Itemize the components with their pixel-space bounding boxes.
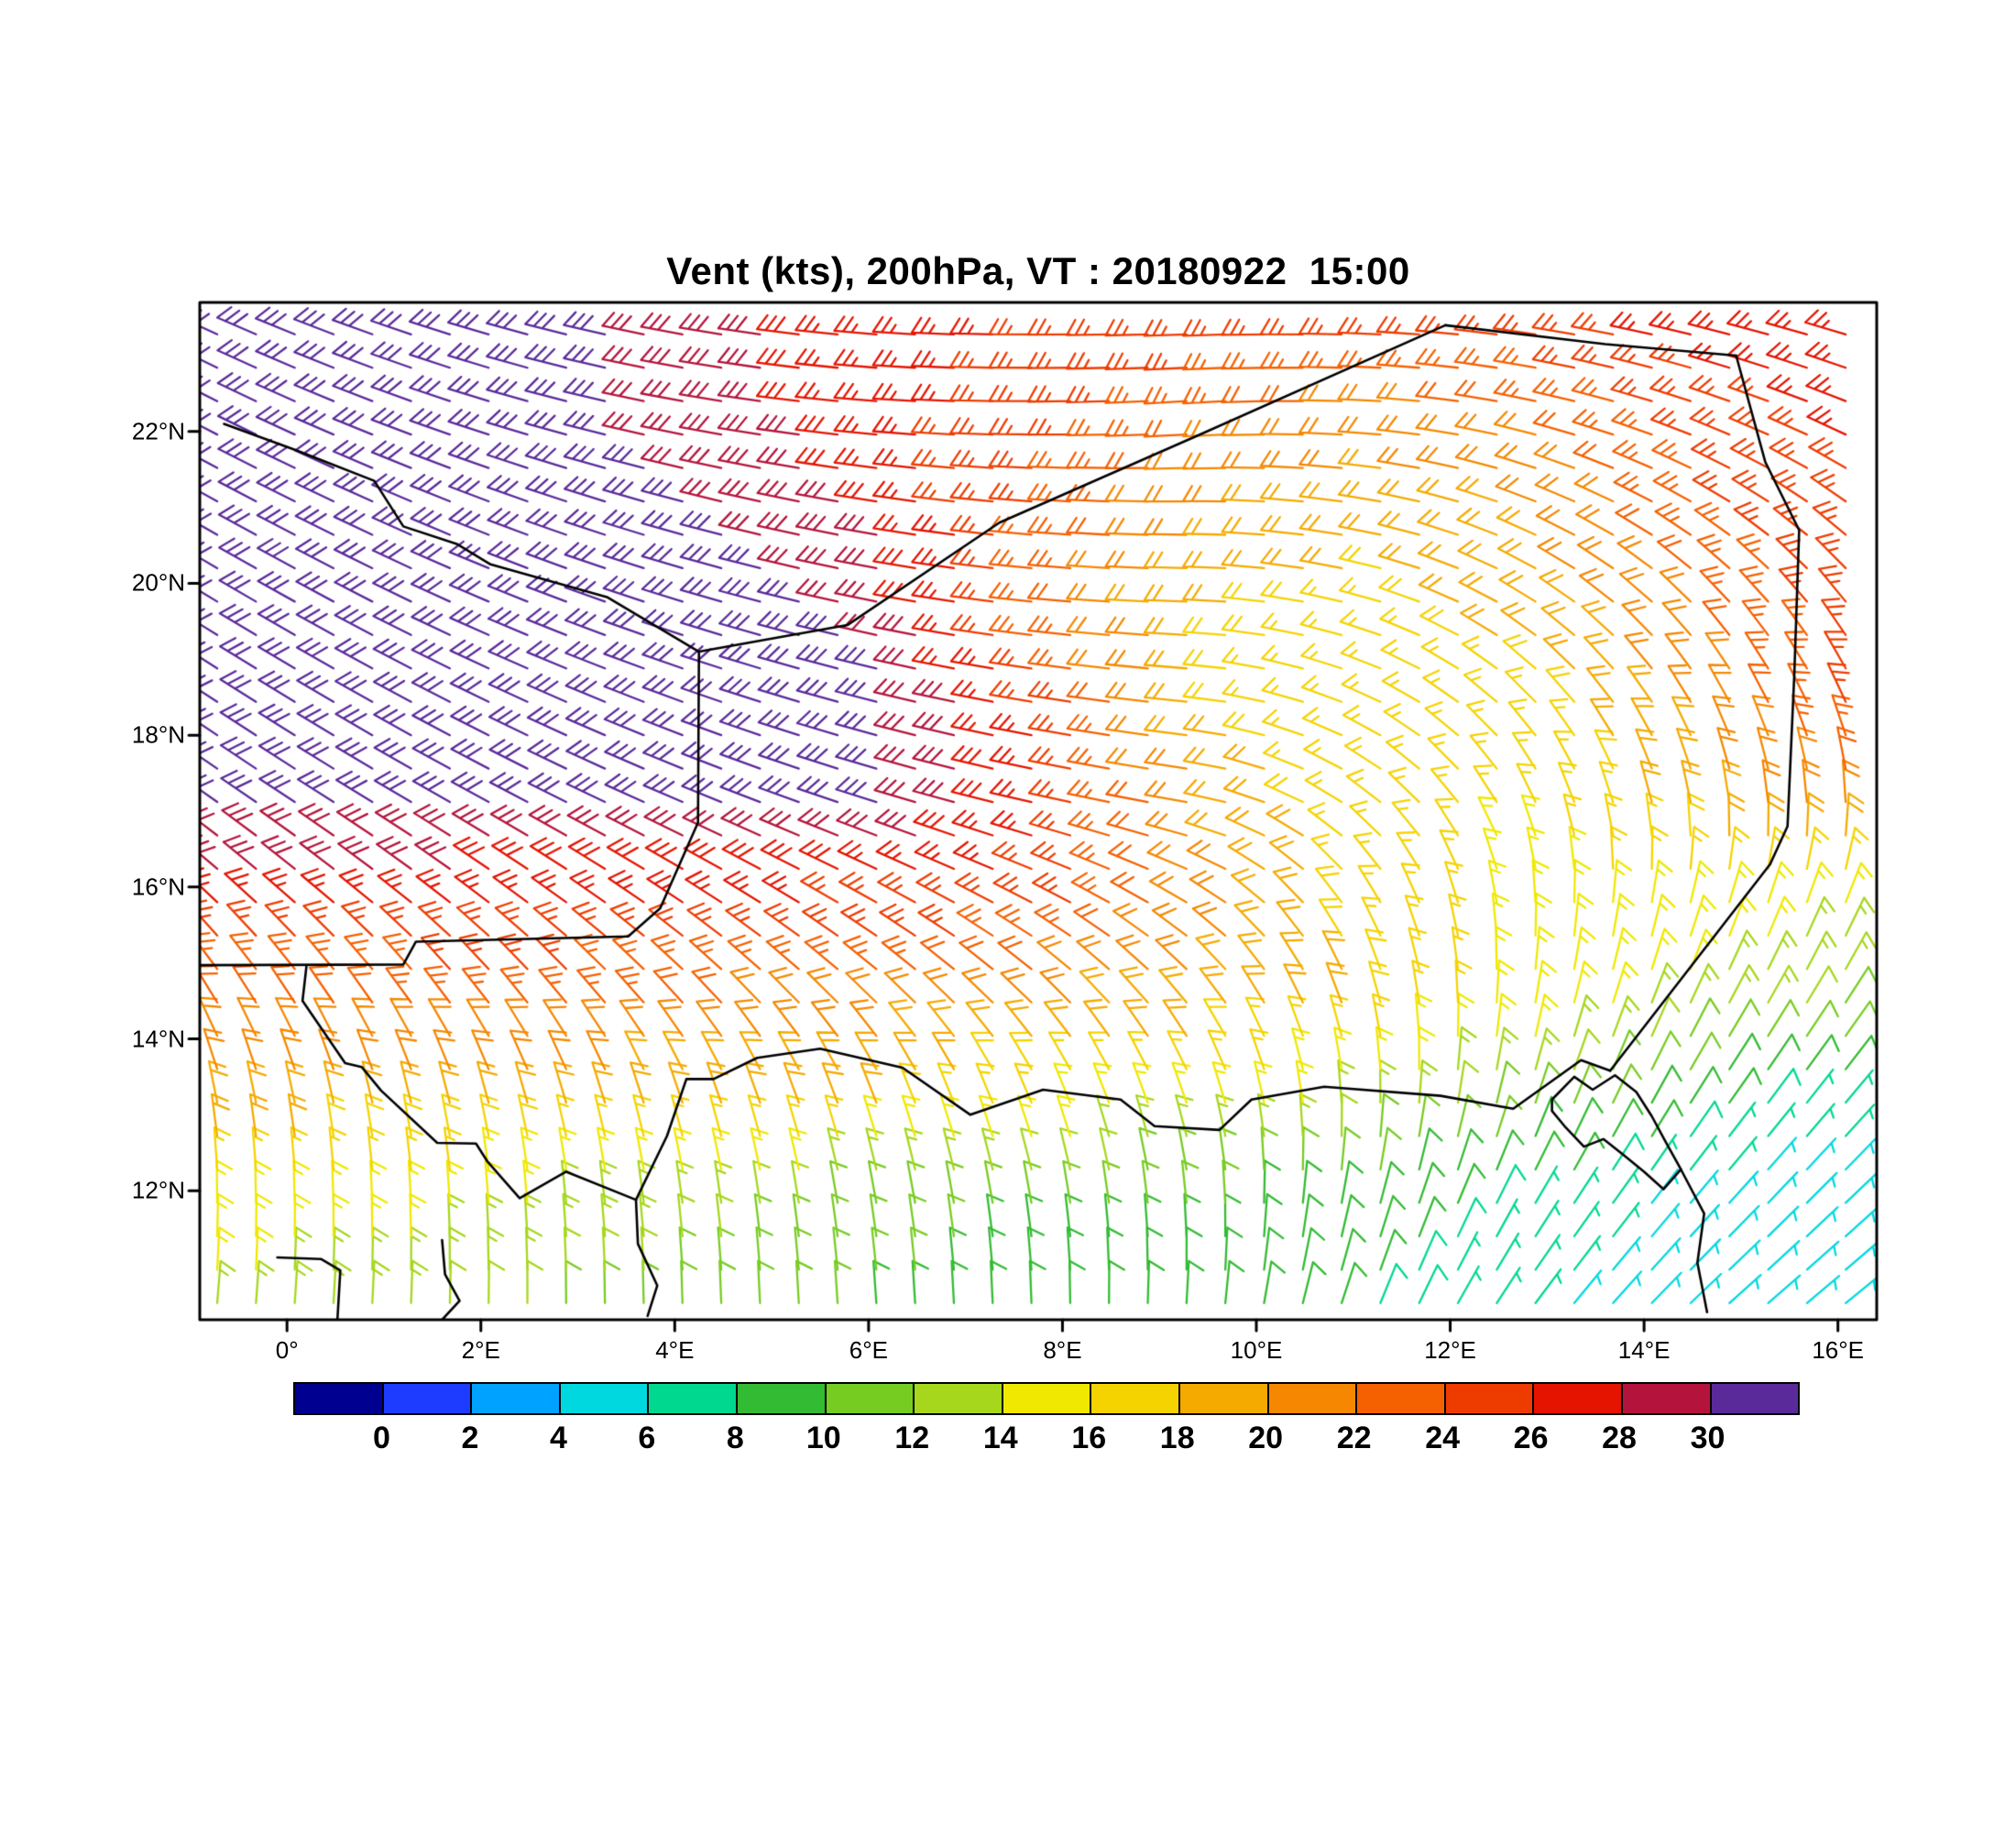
colorbar-cell [649,1384,738,1413]
x-tick-label: 6°E [849,1336,888,1364]
colorbar-cell [1445,1384,1535,1413]
colorbar-cell [1534,1384,1623,1413]
colorbar-tick-label: 26 [1513,1421,1549,1455]
colorbar-cell [1711,1384,1799,1413]
colorbar-tick-label: 20 [1248,1421,1284,1455]
colorbar-tick-label: 18 [1159,1421,1195,1455]
y-tick-label: 16°N [131,873,185,901]
y-tick-label: 12°N [131,1176,185,1204]
colorbar-cell [383,1384,473,1413]
colorbar-tick-label: 14 [982,1421,1018,1455]
x-tick-label: 14°E [1617,1336,1671,1364]
y-tick-label: 22°N [131,417,185,445]
y-tick-label: 14°N [131,1025,185,1052]
colorbar [293,1382,1800,1415]
x-tick-label: 0° [275,1336,299,1364]
colorbar-cell [472,1384,561,1413]
colorbar-cell [1091,1384,1180,1413]
colorbar-cell [915,1384,1003,1413]
colorbar-tick-label: 22 [1336,1421,1372,1455]
colorbar-cell [1622,1384,1712,1413]
colorbar-cell [295,1384,384,1413]
x-tick-label: 4°E [655,1336,695,1364]
colorbar-tick-label: 24 [1425,1421,1461,1455]
colorbar-cell [1003,1384,1092,1413]
x-tick-label: 2°E [461,1336,500,1364]
x-tick-label: 8°E [1043,1336,1082,1364]
colorbar-cell [826,1384,915,1413]
y-tick-label: 18°N [131,720,185,749]
colorbar-tick-label: 10 [805,1421,841,1455]
colorbar-cell [737,1384,827,1413]
colorbar-tick-label: 28 [1602,1421,1637,1455]
colorbar-tick-label: 16 [1071,1421,1107,1455]
colorbar-tick-label: 30 [1690,1421,1726,1455]
colorbar-tick-label: 2 [461,1421,479,1455]
x-tick-label: 10°E [1230,1336,1283,1364]
colorbar-tick-label: 4 [549,1421,567,1455]
colorbar-tick-label: 0 [373,1421,390,1455]
x-tick-label: 12°E [1424,1336,1476,1364]
colorbar-cell [560,1384,650,1413]
colorbar-tick-label: 8 [726,1421,744,1455]
x-tick-label: 16°E [1812,1336,1865,1364]
y-tick-label: 20°N [131,568,185,597]
colorbar-cell [1357,1384,1446,1413]
colorbar-cell [1179,1384,1269,1413]
colorbar-cell [1268,1384,1358,1413]
colorbar-tick-label: 6 [638,1421,656,1455]
colorbar-tick-label: 12 [894,1421,930,1455]
